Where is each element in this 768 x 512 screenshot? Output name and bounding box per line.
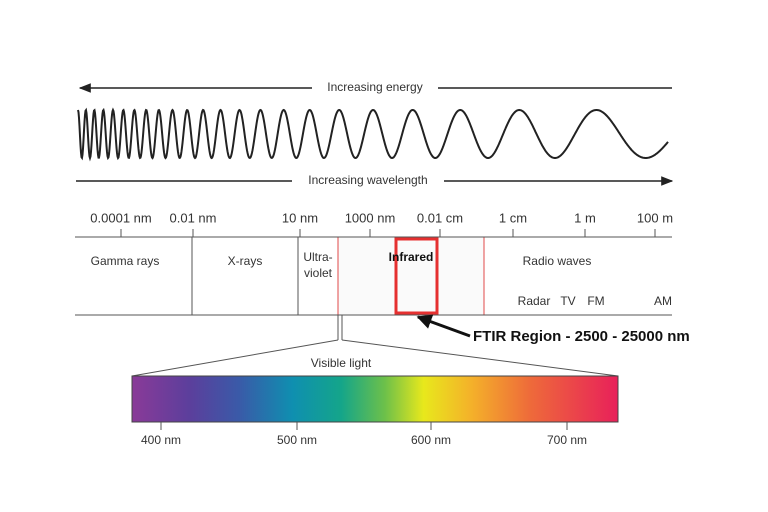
energy-label: Increasing energy (327, 80, 422, 94)
ftir-box (394, 237, 439, 315)
wave (77, 107, 669, 162)
scale-label: 0.01 nm (170, 210, 217, 225)
visible-tick-label: 500 nm (277, 433, 317, 447)
region-label: Infrared (389, 250, 434, 264)
ftir-label: FTIR Region - 2500 - 25000 nm (473, 328, 690, 345)
scale-label: 10 nm (282, 210, 318, 225)
visible-spectrum (131, 375, 619, 423)
visible-tick-label: 600 nm (411, 433, 451, 447)
scale-label: 100 m (637, 210, 673, 225)
scale-label: 1 cm (499, 210, 527, 225)
band-label: FM (587, 294, 604, 308)
connector (341, 339, 619, 377)
region-label: X-rays (228, 254, 263, 268)
scale-label: 1000 nm (345, 210, 396, 225)
region-label: Gamma rays (91, 254, 160, 268)
band-label: TV (560, 294, 575, 308)
visible-tick-label: 700 nm (547, 433, 587, 447)
visible-label: Visible light (311, 356, 372, 370)
band-label: Radar (518, 294, 551, 308)
scale-label: 0.0001 nm (90, 210, 151, 225)
wavelength-label: Increasing wavelength (308, 173, 427, 187)
region-label: Radio waves (523, 254, 592, 268)
visible-tick-label: 400 nm (141, 433, 181, 447)
infrared-region (337, 236, 485, 316)
scale-label: 1 m (574, 210, 596, 225)
region-label: Ultra- (303, 250, 332, 264)
ftir-arrow (416, 314, 471, 338)
region-label: violet (304, 266, 333, 280)
scale-label: 0.01 cm (417, 210, 463, 225)
label-bg (312, 80, 438, 96)
band-label: AM (654, 294, 672, 308)
connector (131, 339, 339, 377)
label-bg (292, 173, 444, 189)
